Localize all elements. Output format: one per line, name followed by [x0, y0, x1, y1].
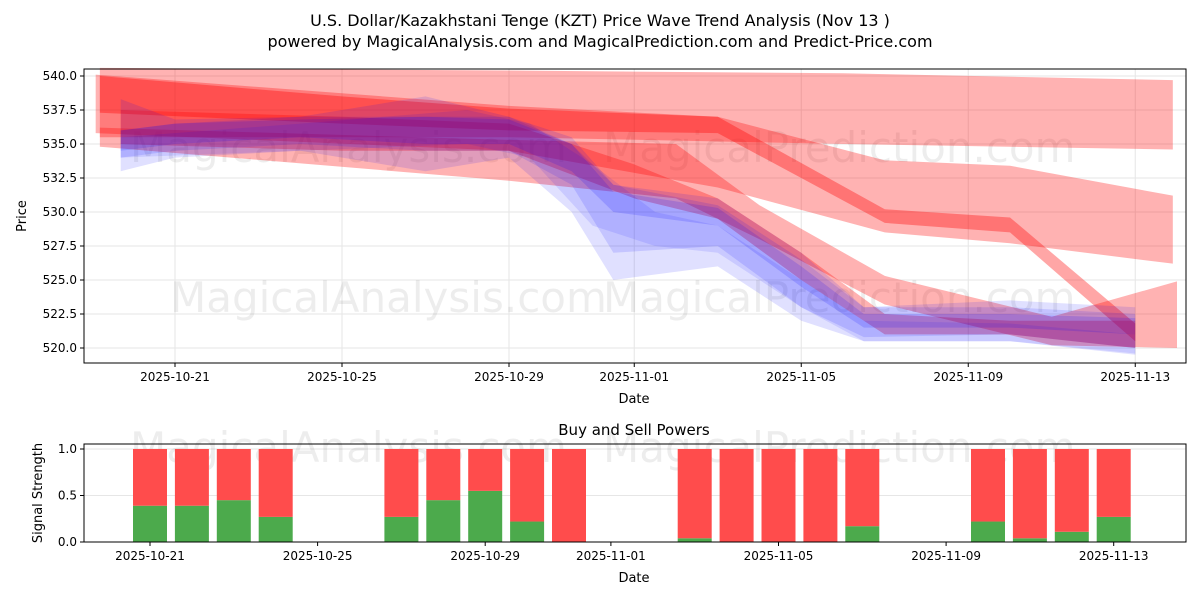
- sell-bar: [1054, 449, 1089, 532]
- blue-wave-band: [120, 99, 1136, 349]
- y-tick-label: 520.0: [43, 341, 77, 355]
- sell-bar: [133, 449, 167, 506]
- sell-bar: [761, 449, 796, 542]
- sell-bar: [971, 449, 1005, 522]
- red-wave-band: [95, 74, 1173, 264]
- red-wave-band: [99, 127, 1178, 349]
- chart-title: U.S. Dollar/Kazakhstani Tenge (KZT) Pric…: [310, 11, 890, 30]
- watermark: MagicalAnalysis.com: [130, 123, 567, 172]
- x-tick-label: 2025-11-09: [911, 549, 981, 563]
- buy-bar: [468, 490, 503, 542]
- buy-bar: [384, 516, 419, 542]
- buy-bar: [1096, 516, 1131, 542]
- x-tick-label: 2025-10-29: [450, 549, 520, 563]
- x-tick-label: 2025-10-21: [140, 370, 210, 384]
- sell-bar: [510, 449, 545, 522]
- blue-wave-band: [120, 110, 1136, 354]
- buy-bar: [1054, 531, 1089, 542]
- x-tick-label: 2025-11-05: [744, 549, 814, 563]
- y-tick-label: 530.0: [43, 205, 77, 219]
- y-tick-label: 525.0: [43, 273, 77, 287]
- sell-bar: [1012, 449, 1047, 539]
- x-tick-label: 2025-11-13: [1079, 549, 1149, 563]
- sell-bar: [1096, 449, 1131, 517]
- red-wave-band: [99, 76, 1136, 342]
- buy-bar: [971, 521, 1005, 542]
- buy-bar: [845, 526, 880, 542]
- sell-bar: [803, 449, 838, 542]
- sell-bar: [258, 449, 293, 517]
- buy-bar: [174, 505, 209, 542]
- buy-bar: [133, 505, 167, 542]
- y-tick-label: 535.0: [43, 137, 77, 151]
- watermark: MagicalPrediction.com: [603, 123, 1076, 172]
- blue-wave-band: [120, 116, 1136, 335]
- y-tick-label: 540.0: [43, 69, 77, 83]
- x-tick-label: 2025-11-09: [933, 370, 1003, 384]
- watermark: MagicalAnalysis.com: [170, 273, 607, 322]
- y-tick-label: 0.5: [58, 489, 77, 503]
- sell-bar: [174, 449, 209, 506]
- x-tick-label: 2025-10-25: [283, 549, 353, 563]
- sell-bar: [216, 449, 251, 501]
- buy-bar: [426, 500, 461, 542]
- y-axis-label: Price: [15, 200, 30, 232]
- x-tick-label: 2025-11-01: [576, 549, 646, 563]
- buy-bar: [258, 516, 293, 542]
- y-tick-label: 1.0: [58, 442, 77, 456]
- bar-chart-title: Buy and Sell Powers: [558, 421, 710, 439]
- sell-bar: [719, 449, 754, 542]
- red-wave-band: [99, 67, 1173, 150]
- watermark: MagicalPrediction.com: [603, 273, 1076, 322]
- y-tick-label: 0.0: [58, 535, 77, 549]
- sell-bar: [384, 449, 419, 517]
- plot-frame: [83, 443, 1187, 543]
- sell-bar: [552, 449, 586, 542]
- red-wave-band: [120, 110, 1136, 348]
- buy-bar: [1012, 538, 1047, 542]
- sell-bar: [845, 449, 880, 527]
- blue-wave-band: [120, 96, 1136, 355]
- x-tick-label: 2025-11-13: [1100, 370, 1170, 384]
- y-tick-label: 527.5: [43, 239, 77, 253]
- x-tick-label: 2025-11-01: [599, 370, 669, 384]
- sell-bar: [677, 449, 712, 539]
- y-tick-label: 537.5: [43, 103, 77, 117]
- x-tick-label: 2025-10-29: [474, 370, 544, 384]
- sell-bar: [468, 449, 503, 491]
- buy-bar: [510, 521, 545, 542]
- y-tick-label: 522.5: [43, 307, 77, 321]
- sell-bar: [426, 449, 461, 501]
- y-tick-label: 532.5: [43, 171, 77, 185]
- plot-frame: [83, 68, 1187, 364]
- y-axis-label: Signal Strength: [31, 443, 46, 543]
- buy-bar: [216, 500, 251, 542]
- x-axis-label: Date: [618, 392, 649, 407]
- x-tick-label: 2025-10-25: [307, 370, 377, 384]
- x-tick-label: 2025-11-05: [766, 370, 836, 384]
- x-axis-label: Date: [618, 571, 649, 586]
- x-tick-label: 2025-10-21: [115, 549, 185, 563]
- buy-bar: [677, 538, 712, 542]
- chart-subtitle: powered by MagicalAnalysis.com and Magic…: [267, 32, 932, 51]
